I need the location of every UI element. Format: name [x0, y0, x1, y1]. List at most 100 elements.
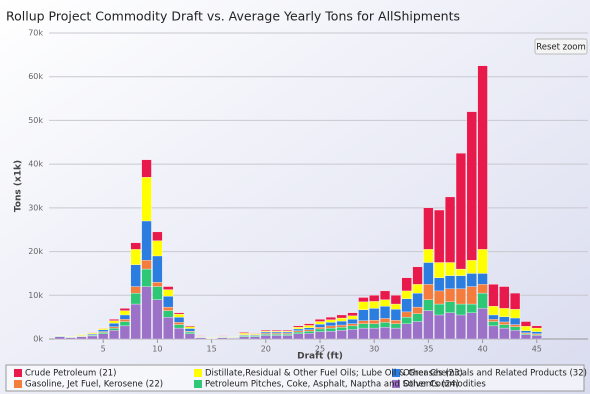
bar-segment: [174, 316, 185, 323]
bar-segment: [336, 320, 347, 326]
bar-segment: [466, 312, 477, 340]
reset-zoom-button[interactable]: Reset zoom: [534, 38, 588, 55]
bar-segment: [119, 321, 130, 327]
bar-segment: [488, 325, 499, 340]
bar-segment: [347, 325, 358, 330]
x-tick-label: 5: [101, 345, 106, 354]
bar-segment: [141, 268, 152, 287]
bar-segment: [477, 284, 488, 294]
bar-segment: [65, 337, 76, 340]
bar-segment: [260, 335, 271, 340]
bar-segment: [445, 262, 456, 276]
bar-segment: [445, 312, 456, 340]
bar-segment: [109, 320, 120, 324]
bar-segment: [293, 327, 304, 330]
bar-segment: [401, 298, 412, 313]
bar-segment: [174, 313, 185, 318]
bar-segment: [412, 284, 423, 294]
bar-segment: [434, 262, 445, 278]
bar-segment: [380, 306, 391, 319]
bar-segment: [314, 331, 326, 340]
bar-segment: [499, 324, 510, 329]
bar-segment: [510, 330, 521, 340]
bar-segment: [260, 334, 271, 336]
bar-segment: [531, 327, 542, 332]
bar-segment: [390, 303, 401, 310]
bar-segment: [119, 310, 130, 316]
y-tick-label: 70k: [28, 29, 43, 38]
bar-segment: [401, 323, 412, 340]
bar-segment: [423, 284, 434, 300]
bar-segment: [152, 286, 163, 300]
bar-segment: [434, 303, 445, 316]
bar-segment: [336, 330, 347, 340]
bar-segment: [141, 177, 152, 222]
bar-segment: [401, 311, 412, 318]
button-label[interactable]: Reset zoom: [536, 43, 586, 53]
bar-segment: [152, 282, 163, 287]
bar-segment: [423, 262, 434, 285]
legend-label: Crude Petroleum (21): [25, 369, 116, 379]
bar-segment: [152, 231, 163, 241]
bar-segment: [141, 159, 152, 178]
bar-segment: [304, 325, 315, 328]
bar-segment: [163, 316, 174, 340]
bar-segment: [184, 325, 195, 327]
bar-segment: [271, 334, 282, 336]
bar-segment: [499, 321, 510, 325]
bar-segment: [477, 65, 488, 250]
bar-segment: [184, 333, 195, 340]
legend-box: [5, 364, 585, 392]
bar-segment: [380, 318, 391, 323]
bar-segment: [401, 277, 412, 292]
bar-segment: [358, 327, 369, 340]
bar-segment: [466, 286, 477, 305]
bar-segment: [401, 290, 412, 299]
bar-segment: [174, 327, 185, 340]
bar-segment: [293, 328, 304, 331]
bar-segment: [510, 317, 521, 325]
bar-segment: [531, 335, 542, 340]
bar-segment: [412, 266, 423, 285]
button-box[interactable]: [534, 38, 588, 55]
bar-segment: [466, 273, 477, 287]
bar-segment: [119, 314, 130, 320]
bar-segment: [163, 296, 174, 308]
bar-segment: [184, 328, 195, 332]
bar-segment: [325, 327, 336, 332]
bar-segment: [412, 306, 423, 314]
bar-segment: [304, 323, 315, 326]
bar-segment: [130, 242, 141, 250]
legend-swatch: [392, 369, 400, 377]
bar-segment: [358, 320, 369, 324]
bar-segment: [390, 309, 401, 321]
bar-segment: [347, 312, 358, 316]
bar-segment: [477, 249, 488, 274]
bar-segment: [390, 295, 401, 305]
bar-segment: [304, 330, 315, 334]
bar-segment: [282, 335, 293, 340]
bar-segment: [130, 292, 141, 305]
bar-segment: [163, 310, 174, 318]
legend-label: Gasoline, Jet Fuel, Kerosene (22): [25, 380, 163, 390]
bar-segment: [445, 275, 456, 289]
legend-label: Petroleum Pitches, Coke, Asphalt, Naptha…: [205, 380, 459, 390]
bar-segment: [412, 321, 423, 340]
bar-segment: [531, 325, 542, 329]
bar-segment: [369, 323, 380, 329]
bar-segment: [520, 321, 531, 327]
bar-segment: [423, 249, 434, 263]
x-tick-label: 15: [207, 345, 217, 354]
bar-segment: [163, 286, 174, 290]
bar-segment: [98, 329, 109, 332]
bar-segment: [314, 323, 326, 328]
bar-segment: [304, 327, 315, 330]
bar-segment: [325, 322, 336, 327]
bar-segment: [390, 327, 401, 340]
bar-segment: [434, 314, 445, 340]
y-tick-label: 40k: [28, 160, 43, 169]
bar-segment: [98, 333, 109, 340]
bar-segment: [184, 326, 195, 329]
bar-segment: [304, 329, 315, 332]
bar-segment: [488, 284, 499, 307]
